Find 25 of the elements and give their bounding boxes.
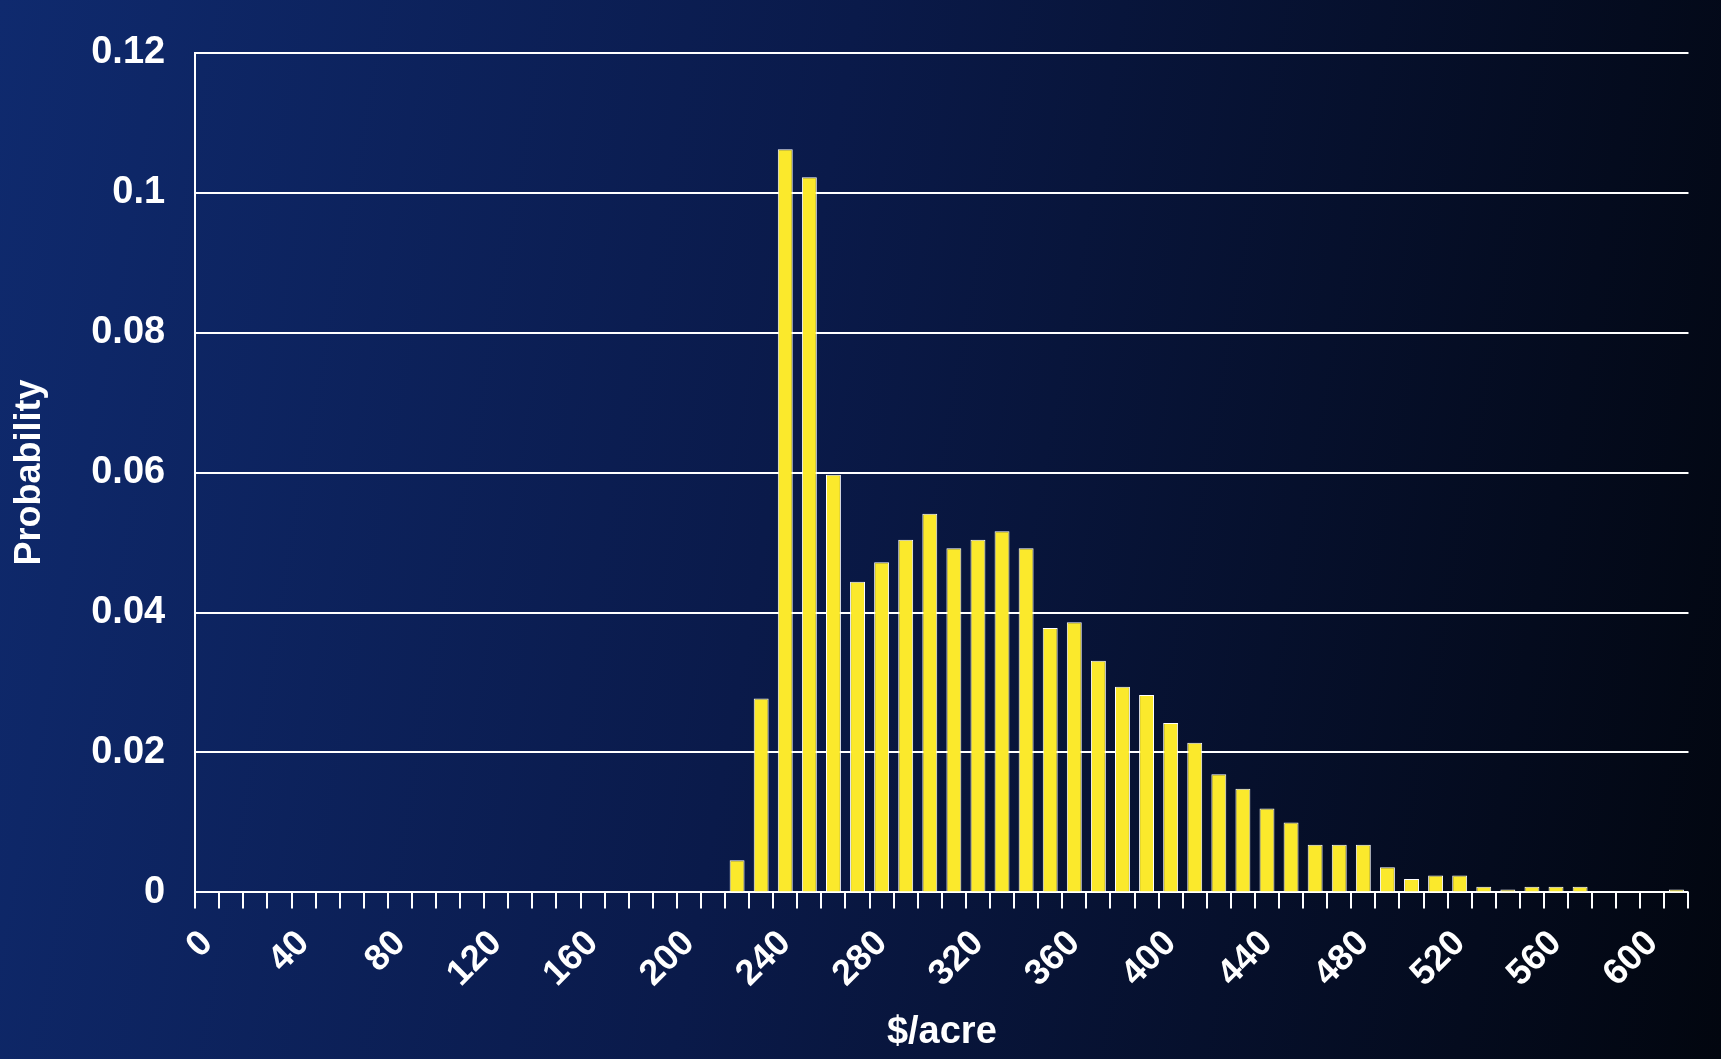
x-tick-label: 200 — [630, 921, 702, 993]
x-tick-label: 440 — [1208, 921, 1280, 993]
x-tick-label: 0 — [176, 921, 220, 965]
y-axis-title: Probability — [6, 379, 48, 566]
y-tick-label: 0.04 — [91, 589, 166, 632]
x-tick-label: 480 — [1304, 921, 1377, 993]
x-tick-label: 520 — [1400, 921, 1473, 993]
x-tick-label: 360 — [1015, 921, 1087, 993]
x-tick-label: 280 — [822, 921, 895, 993]
y-tick-label: 0.1 — [112, 169, 166, 212]
x-tick-label: 560 — [1497, 921, 1569, 993]
x-axis-title: $/acre — [886, 1008, 997, 1051]
y-tick-label: 0.06 — [91, 449, 166, 492]
x-tick-label: 80 — [355, 921, 413, 979]
y-tick-label: 0.02 — [91, 728, 166, 771]
x-tick-label: 120 — [437, 921, 509, 993]
y-tick-label: 0.12 — [91, 29, 166, 72]
y-tick-label: 0.08 — [91, 309, 166, 352]
x-tick-label: 320 — [919, 921, 991, 993]
x-tick-label: 240 — [726, 921, 798, 993]
x-tick-label: 600 — [1593, 921, 1666, 993]
x-tick-label: 40 — [258, 921, 317, 979]
x-tick-label: 400 — [1111, 921, 1184, 993]
y-tick-label: 0 — [144, 868, 166, 911]
x-tick-label: 160 — [533, 921, 606, 993]
